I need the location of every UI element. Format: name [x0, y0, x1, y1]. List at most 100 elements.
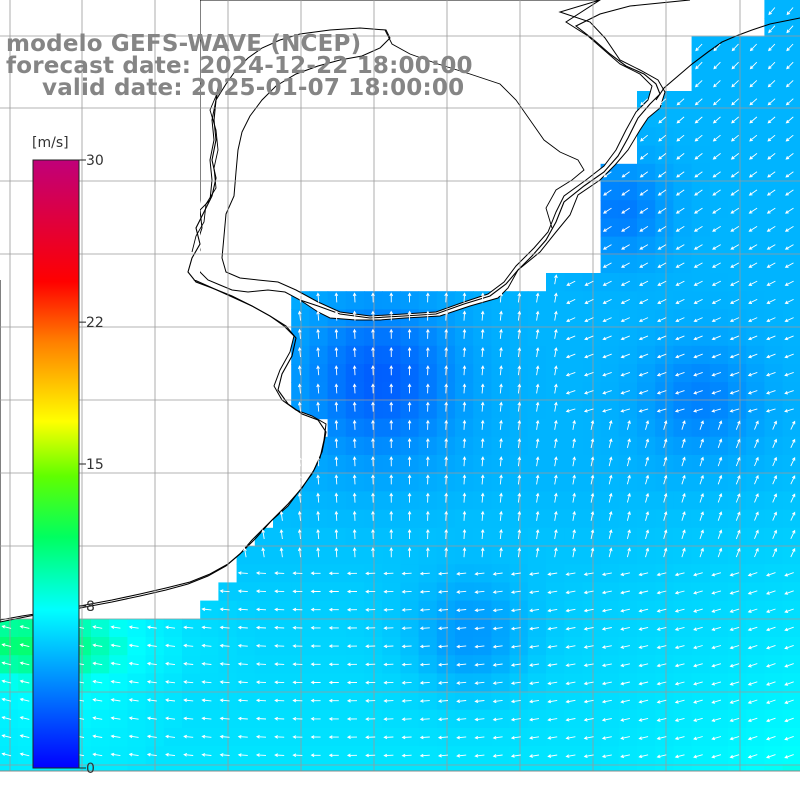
wind-arrow — [365, 571, 376, 576]
wind-arrow — [389, 292, 394, 303]
wind-arrow — [620, 754, 630, 759]
wind-arrow — [766, 298, 776, 304]
wind-arrow — [292, 680, 303, 685]
wind-arrow — [747, 663, 758, 668]
wind-arrow — [784, 390, 794, 395]
wind-arrow — [674, 754, 685, 759]
wind-arrow — [711, 736, 722, 741]
wind-arrow — [638, 572, 649, 577]
coastline-north — [299, 0, 691, 319]
wind-cell — [764, 764, 784, 771]
wind-cell — [691, 72, 711, 92]
wind-arrow — [517, 547, 522, 558]
wind-arrow — [712, 226, 721, 232]
wind-arrow — [499, 310, 503, 321]
wind-arrow — [165, 625, 176, 630]
wind-arrow — [401, 680, 412, 685]
wind-arrow — [274, 680, 285, 685]
wind-arrow — [165, 716, 176, 721]
wind-arrow — [766, 717, 776, 723]
wind-arrow — [766, 189, 776, 196]
wind-arrow — [547, 699, 558, 704]
wind-arrow — [219, 734, 230, 739]
wind-arrow — [110, 643, 121, 648]
wind-arrow — [657, 317, 667, 323]
wind-arrow — [165, 661, 176, 666]
wind-arrow — [437, 681, 449, 685]
wind-arrow — [766, 699, 776, 704]
wind-arrow — [693, 371, 703, 377]
wind-arrow — [201, 625, 212, 630]
wind-arrow — [389, 419, 394, 430]
wind-arrow — [748, 280, 758, 286]
wind-arrow — [462, 474, 467, 485]
wind-arrow — [693, 736, 703, 741]
wind-arrow — [492, 717, 503, 722]
wind-arrow — [729, 717, 740, 723]
wind-arrow — [383, 626, 394, 630]
wind-arrow — [565, 772, 576, 777]
wind-arrow — [480, 401, 485, 412]
coastline-northeast — [655, 17, 800, 101]
wind-arrow — [601, 754, 612, 759]
wind-arrow — [255, 643, 267, 648]
wind-cell — [382, 764, 401, 771]
wind-arrow — [694, 134, 703, 142]
wind-arrow — [681, 511, 686, 521]
wind-arrow — [499, 328, 503, 339]
wind-arrow — [316, 547, 320, 558]
wind-arrow — [529, 772, 540, 777]
wind-arrow — [426, 365, 430, 376]
wind-arrow — [474, 644, 485, 649]
wind-arrow — [608, 419, 613, 430]
wind-arrow — [747, 735, 758, 741]
wind-cell — [200, 764, 219, 771]
wind-arrow — [401, 589, 412, 594]
wind-arrow — [731, 43, 739, 52]
wind-arrow — [747, 681, 758, 686]
wind-arrow — [437, 626, 449, 631]
wind-arrow — [656, 626, 667, 631]
wind-arrow — [602, 317, 612, 323]
wind-arrow — [37, 770, 48, 775]
wind-arrow — [772, 420, 778, 430]
wind-arrow — [693, 681, 703, 686]
wind-arrow — [711, 390, 722, 395]
wind-arrow — [766, 735, 776, 741]
wind-arrow — [749, 98, 758, 106]
wind-arrow — [663, 511, 668, 521]
wind-arrow — [693, 754, 703, 759]
wind-arrow — [638, 335, 649, 341]
wind-arrow — [663, 529, 668, 540]
wind-arrow — [437, 735, 449, 740]
wind-arrow — [712, 189, 721, 196]
wind-arrow — [371, 328, 375, 339]
wind-arrow — [790, 475, 796, 485]
wind-arrow — [292, 644, 303, 648]
wind-arrow — [583, 608, 594, 613]
wind-arrow — [426, 346, 430, 358]
wind-arrow — [480, 492, 485, 503]
wind-arrow — [371, 474, 375, 485]
wind-arrow — [456, 681, 467, 685]
wind-arrow — [334, 383, 339, 394]
wind-cell — [673, 764, 693, 771]
wind-arrow — [310, 735, 321, 739]
wind-arrow — [297, 310, 302, 321]
wind-arrow — [243, 547, 247, 558]
wind-arrow — [731, 116, 739, 124]
wind-arrow — [675, 207, 685, 214]
wind-arrow — [297, 346, 302, 358]
wind-arrow — [389, 474, 394, 485]
wind-arrow — [711, 408, 722, 413]
wind-arrow — [590, 419, 595, 430]
wind-arrow — [572, 419, 576, 430]
wind-arrow — [274, 644, 285, 648]
wind-arrow — [389, 383, 394, 394]
wind-arrow — [316, 328, 320, 339]
wind-arrow — [608, 474, 613, 485]
wind-cell — [455, 764, 474, 771]
wind-arrow — [1, 661, 12, 666]
wind-arrow — [620, 572, 630, 577]
wind-arrow — [640, 98, 649, 106]
